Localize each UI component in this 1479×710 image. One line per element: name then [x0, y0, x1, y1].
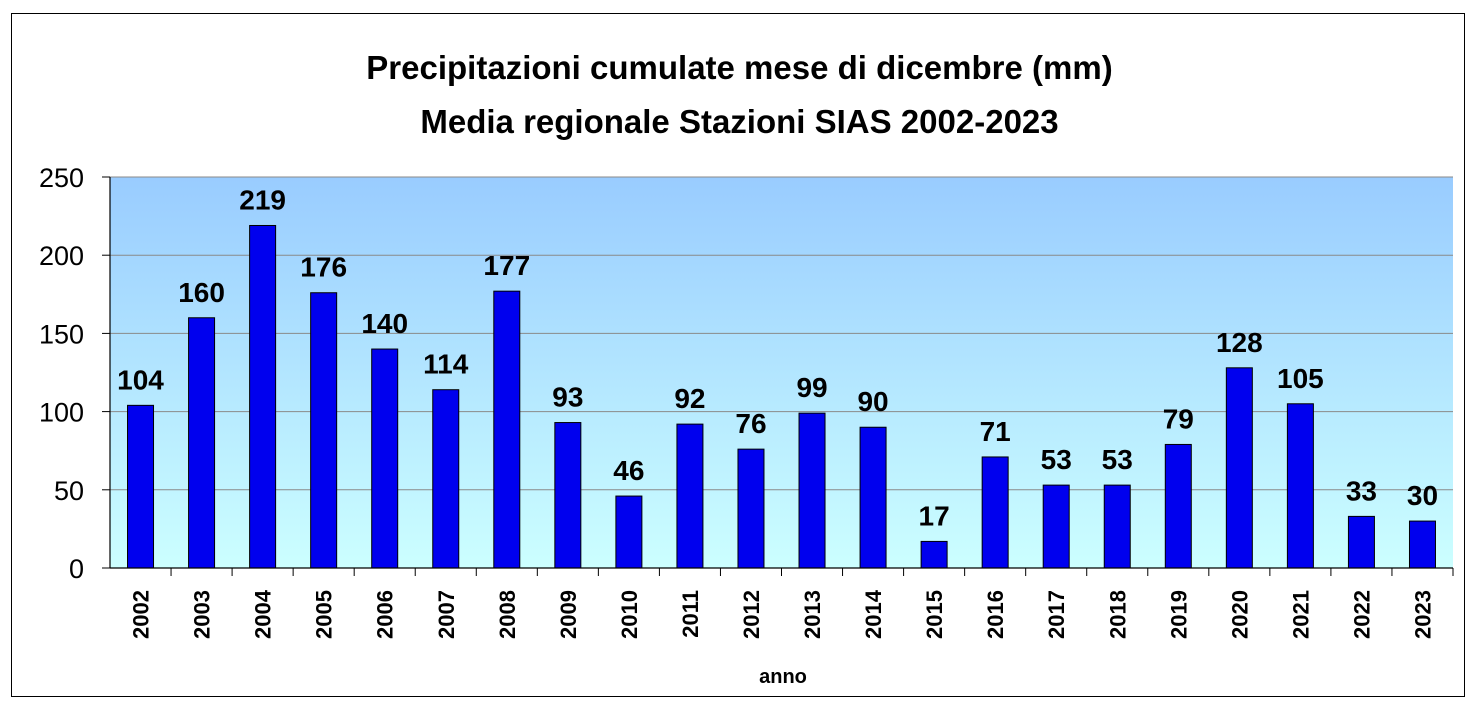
bar — [493, 290, 521, 569]
x-tick-label: 2017 — [1044, 590, 1069, 639]
bar — [859, 426, 887, 569]
axes — [102, 176, 1454, 576]
x-tick-label: 2015 — [922, 590, 947, 639]
bar — [1164, 443, 1192, 569]
bar — [1225, 367, 1253, 569]
data-label: 17 — [919, 500, 950, 531]
data-label: 114 — [423, 349, 469, 380]
x-tick-label: 2023 — [1410, 590, 1435, 639]
data-label: 79 — [1163, 403, 1194, 434]
x-axis-title: anno — [759, 666, 807, 688]
data-label: 128 — [1216, 327, 1263, 358]
bar — [1103, 484, 1131, 569]
bar — [676, 423, 704, 569]
data-label: 30 — [1407, 480, 1438, 511]
x-tick-label: 2016 — [983, 590, 1008, 639]
bar — [1347, 515, 1375, 569]
x-tick-label: 2005 — [312, 590, 337, 639]
bar — [615, 495, 643, 569]
data-label: 104 — [117, 364, 164, 395]
bar — [798, 412, 826, 569]
x-tick-label: 2002 — [129, 590, 154, 639]
data-label: 53 — [1041, 444, 1072, 475]
data-label: 219 — [239, 184, 286, 215]
data-label: 99 — [796, 372, 827, 403]
x-tick-label: 2010 — [617, 590, 642, 639]
data-label: 33 — [1346, 475, 1377, 506]
data-label: 71 — [980, 416, 1011, 447]
y-tick-label: 150 — [39, 319, 84, 349]
x-tick-label: 2009 — [556, 590, 581, 639]
data-label: 140 — [361, 308, 408, 339]
y-tick-label: 200 — [39, 241, 84, 271]
bar — [432, 389, 460, 569]
data-label: 76 — [735, 408, 766, 439]
data-labels: 104 160 219 176 140 114 177 93 46 92 76 99 90 17 71 53 5… — [117, 184, 1438, 531]
x-tick-label: 2013 — [800, 590, 825, 639]
chart-title: Precipitazioni cumulate mese di dicembre… — [366, 49, 1113, 86]
x-tick-label: 2003 — [190, 590, 215, 639]
bar — [188, 317, 216, 569]
x-tick-label: 2004 — [251, 589, 276, 639]
data-label: 53 — [1102, 444, 1133, 475]
data-label: 176 — [300, 252, 347, 283]
data-label: 46 — [613, 455, 644, 486]
x-tick-label: 2022 — [1349, 590, 1374, 639]
y-tick-label: 0 — [69, 554, 84, 584]
x-tick-label: 2014 — [861, 589, 886, 639]
bar — [981, 456, 1009, 569]
x-tick-label: 2008 — [495, 590, 520, 639]
data-label: 177 — [483, 250, 530, 281]
x-tick-labels: 2002 2003 2004 2005 2006 2007 2008 2009 2010 2011… — [129, 589, 1436, 639]
x-tick-label: 2018 — [1105, 590, 1130, 639]
x-tick-label: 2020 — [1227, 590, 1252, 639]
data-label: 160 — [178, 277, 225, 308]
bar — [127, 404, 155, 569]
bars — [127, 224, 1436, 569]
bar — [737, 448, 765, 569]
bar — [554, 422, 582, 569]
y-tick-label: 250 — [39, 163, 84, 193]
x-tick-label: 2006 — [373, 590, 398, 639]
data-label: 90 — [857, 386, 888, 417]
bar — [920, 540, 948, 569]
x-tick-label: 2007 — [434, 590, 459, 639]
bar — [249, 224, 277, 569]
data-label: 92 — [674, 383, 705, 414]
data-label: 93 — [552, 382, 583, 413]
bar — [371, 348, 399, 569]
x-tick-label: 2021 — [1288, 590, 1313, 639]
bar — [1286, 403, 1314, 569]
bar — [1042, 484, 1070, 569]
x-tick-label: 2012 — [739, 590, 764, 639]
y-tick-label: 50 — [54, 476, 84, 506]
y-tick-label: 100 — [39, 398, 84, 428]
y-tick-labels: 0 50 100 150 200 250 — [39, 163, 84, 584]
x-tick-label: 2019 — [1166, 590, 1191, 639]
bar — [1408, 520, 1436, 569]
chart-subtitle: Media regionale Stazioni SIAS 2002-2023 — [420, 103, 1059, 140]
x-tick-label: 2011 — [678, 590, 703, 638]
data-label: 105 — [1277, 363, 1324, 394]
bar — [310, 292, 338, 569]
